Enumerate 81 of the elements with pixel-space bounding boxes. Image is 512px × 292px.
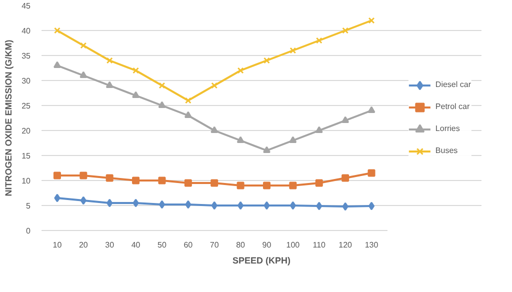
y-tick-label: 25 [22,102,32,110]
legend-label: Buses [435,146,458,155]
point [184,97,192,104]
y-tick-label: 45 [22,2,32,10]
x-tick-label: 70 [210,240,220,250]
point [54,194,60,202]
point [210,126,218,133]
point [158,176,166,184]
point [80,42,87,49]
point [315,179,323,187]
legend-label: Petrol car [435,102,470,111]
x-axis-title: SPEED (KPH) [232,256,291,266]
point [158,101,166,108]
point [342,174,350,182]
point [132,176,140,184]
point [158,82,166,89]
y-tick-label: 10 [22,176,32,186]
point [184,111,192,118]
point [368,17,375,24]
point [211,201,218,210]
point [132,91,140,98]
y-tick-label: 40 [22,26,32,36]
point [106,174,114,182]
point [262,182,270,190]
y-tick-label: 0 [26,226,32,236]
point [262,146,270,153]
point [264,57,270,64]
legend-label: Lorries [435,124,460,133]
point [290,47,296,54]
point [368,106,376,113]
y-tick-label: 30 [22,76,32,86]
y-tick-label: 35 [22,52,32,60]
x-tick-label: 130 [364,240,379,250]
point [80,71,88,78]
point [236,136,244,143]
point [342,202,348,211]
x-tick-label: 40 [131,240,141,250]
point [53,172,61,180]
legend-label: Diesel car [435,80,471,89]
point [185,200,192,209]
point [368,202,375,210]
x-tick-label: 30 [105,240,115,250]
point [106,198,113,208]
y-tick-label: 15 [22,152,32,160]
point [289,136,297,143]
x-tick-label: 60 [184,240,194,250]
point [368,169,376,177]
x-tick-label: 80 [236,240,246,250]
point [290,201,296,210]
point [211,82,218,89]
x-tick-label: 10 [52,240,62,250]
point [106,57,113,64]
point [316,37,322,44]
point [53,61,61,68]
x-tick-label: 110 [312,240,326,250]
y-tick-label: 5 [26,202,32,210]
point [80,196,86,205]
x-tick-label: 120 [338,240,353,250]
point [315,126,323,133]
y-axis-title: NITROGEN OXIDE EMISSION (G/KM) [4,40,14,196]
point [316,202,322,210]
x-tick-label: 20 [78,240,88,250]
point [237,201,244,210]
point [289,182,297,190]
point [342,27,349,34]
y-tick-label: 20 [22,126,32,136]
x-tick-label: 50 [158,240,167,250]
point [54,27,60,34]
x-tick-label: 90 [262,240,272,250]
point [80,172,88,180]
point [236,182,244,190]
point [106,81,114,88]
point [342,116,350,123]
point [264,201,270,210]
point [184,179,192,187]
point [132,67,140,74]
x-tick-label: 100 [286,240,300,250]
point [158,200,166,209]
point [210,179,218,187]
point [132,198,139,208]
point [237,67,244,74]
